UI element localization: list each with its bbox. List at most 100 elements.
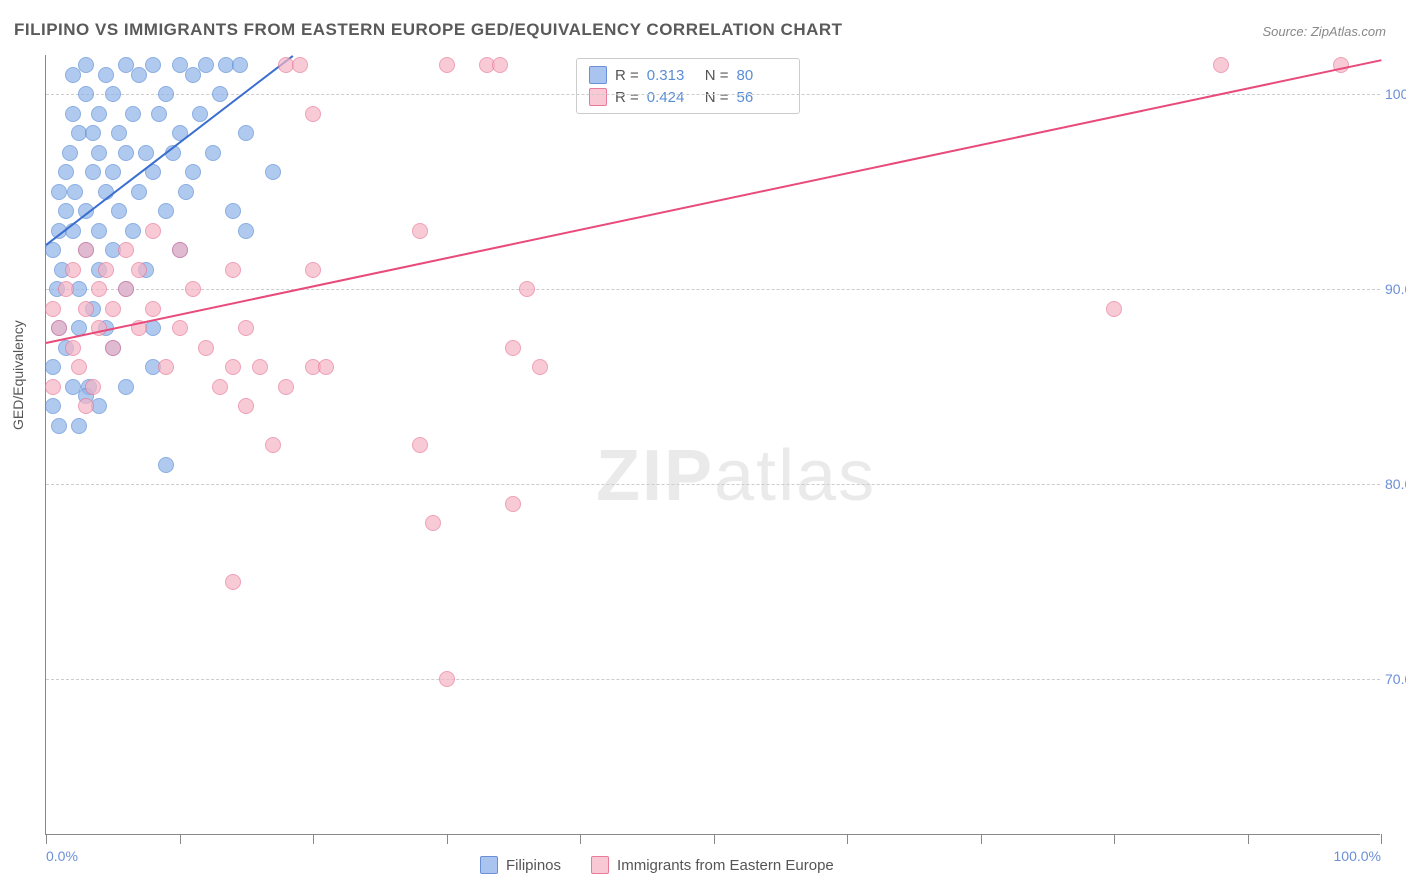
- scatter-point: [145, 301, 161, 317]
- stat-n-value: 80: [737, 67, 787, 84]
- scatter-point: [238, 125, 254, 141]
- scatter-point: [78, 301, 94, 317]
- scatter-point: [85, 164, 101, 180]
- legend-label: Immigrants from Eastern Europe: [617, 857, 834, 874]
- series-swatch: [589, 88, 607, 106]
- scatter-point: [51, 320, 67, 336]
- y-tick-label: 100.0%: [1385, 86, 1406, 102]
- scatter-point: [91, 106, 107, 122]
- legend: Filipinos Immigrants from Eastern Europe: [480, 856, 834, 874]
- scatter-point: [439, 57, 455, 73]
- scatter-point: [412, 437, 428, 453]
- legend-item: Filipinos: [480, 856, 561, 874]
- gridline: [46, 679, 1380, 680]
- scatter-point: [151, 106, 167, 122]
- y-tick-label: 90.0%: [1385, 281, 1406, 297]
- scatter-point: [505, 340, 521, 356]
- scatter-point: [58, 203, 74, 219]
- stats-box: R =0.313N =80R =0.424N =56: [576, 58, 800, 114]
- scatter-point: [192, 106, 208, 122]
- scatter-point: [58, 281, 74, 297]
- scatter-point: [111, 125, 127, 141]
- scatter-point: [278, 379, 294, 395]
- gridline: [46, 484, 1380, 485]
- scatter-point: [78, 242, 94, 258]
- scatter-point: [85, 125, 101, 141]
- scatter-point: [105, 340, 121, 356]
- scatter-point: [492, 57, 508, 73]
- x-tick: [180, 834, 181, 844]
- source-link[interactable]: ZipAtlas.com: [1311, 24, 1386, 39]
- scatter-point: [172, 320, 188, 336]
- scatter-point: [238, 320, 254, 336]
- scatter-point: [212, 86, 228, 102]
- y-tick-label: 70.0%: [1385, 671, 1406, 687]
- x-tick: [447, 834, 448, 844]
- series-swatch: [589, 66, 607, 84]
- scatter-point: [185, 164, 201, 180]
- scatter-point: [412, 223, 428, 239]
- scatter-point: [45, 379, 61, 395]
- x-tick: [1381, 834, 1382, 844]
- stats-row: R =0.313N =80: [589, 64, 787, 86]
- scatter-point: [158, 457, 174, 473]
- y-tick-label: 80.0%: [1385, 476, 1406, 492]
- scatter-point: [45, 301, 61, 317]
- legend-swatch: [480, 856, 498, 874]
- scatter-point: [238, 223, 254, 239]
- scatter-point: [292, 57, 308, 73]
- legend-label: Filipinos: [506, 857, 561, 874]
- chart-source: Source: ZipAtlas.com: [1262, 24, 1386, 39]
- x-tick: [46, 834, 47, 844]
- stat-r-label: R =: [615, 89, 639, 106]
- scatter-point: [125, 223, 141, 239]
- stat-r-value: 0.313: [647, 67, 697, 84]
- scatter-point: [172, 242, 188, 258]
- x-tick-label: 100.0%: [1334, 848, 1381, 864]
- scatter-point: [198, 340, 214, 356]
- scatter-point: [318, 359, 334, 375]
- scatter-point: [225, 359, 241, 375]
- scatter-point: [232, 57, 248, 73]
- scatter-point: [125, 106, 141, 122]
- scatter-point: [51, 184, 67, 200]
- x-tick: [1248, 834, 1249, 844]
- scatter-point: [265, 164, 281, 180]
- legend-swatch: [591, 856, 609, 874]
- scatter-point: [225, 203, 241, 219]
- x-tick-label: 0.0%: [46, 848, 78, 864]
- scatter-point: [98, 67, 114, 83]
- scatter-point: [252, 359, 268, 375]
- scatter-point: [519, 281, 535, 297]
- y-axis-label: GED/Equivalency: [10, 320, 26, 430]
- scatter-point: [91, 281, 107, 297]
- scatter-point: [65, 262, 81, 278]
- scatter-point: [198, 57, 214, 73]
- scatter-point: [425, 515, 441, 531]
- scatter-point: [51, 418, 67, 434]
- scatter-point: [138, 145, 154, 161]
- scatter-point: [1106, 301, 1122, 317]
- scatter-point: [78, 86, 94, 102]
- scatter-point: [1213, 57, 1229, 73]
- scatter-point: [71, 359, 87, 375]
- x-tick: [1114, 834, 1115, 844]
- scatter-point: [118, 145, 134, 161]
- scatter-point: [67, 184, 83, 200]
- scatter-point: [158, 86, 174, 102]
- stat-n-label: N =: [705, 89, 729, 106]
- scatter-point: [225, 574, 241, 590]
- scatter-point: [98, 262, 114, 278]
- gridline: [46, 94, 1380, 95]
- scatter-point: [91, 223, 107, 239]
- scatter-point: [118, 281, 134, 297]
- scatter-point: [439, 671, 455, 687]
- x-tick: [580, 834, 581, 844]
- scatter-point: [158, 203, 174, 219]
- stat-r-label: R =: [615, 67, 639, 84]
- scatter-point: [145, 223, 161, 239]
- scatter-point: [65, 106, 81, 122]
- scatter-point: [205, 145, 221, 161]
- plot-area: ZIPatlas R =0.313N =80R =0.424N =56 70.0…: [45, 55, 1380, 835]
- scatter-point: [505, 496, 521, 512]
